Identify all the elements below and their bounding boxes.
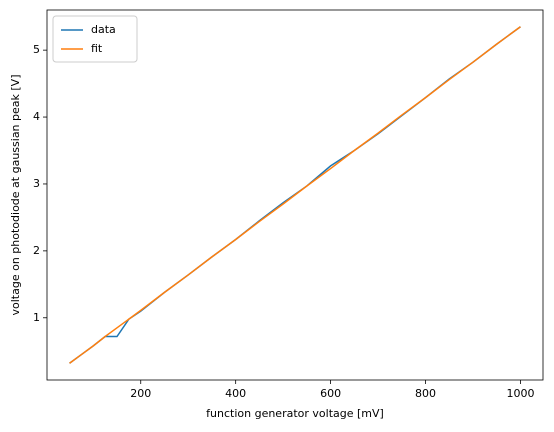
y-tick-label: 1 <box>33 311 40 324</box>
x-tick-label: 1000 <box>506 387 534 400</box>
legend-box <box>52 15 138 63</box>
data-line <box>69 26 521 364</box>
y-axis-label: voltage on photodiode at gaussian peak [… <box>9 75 22 316</box>
y-tick-label: 5 <box>33 43 40 56</box>
legend-label: data <box>91 23 116 36</box>
x-tick-label: 600 <box>320 387 341 400</box>
y-tick-label: 4 <box>33 110 40 123</box>
axes-frame <box>46 9 544 381</box>
x-axis-label: function generator voltage [mV] <box>206 407 384 420</box>
x-tick-label: 200 <box>130 387 151 400</box>
y-tick-label: 2 <box>33 244 40 257</box>
x-tick-label: 400 <box>225 387 246 400</box>
x-tick-label: 800 <box>415 387 436 400</box>
y-tick-label: 3 <box>33 177 40 190</box>
legend-label: fit <box>91 42 103 55</box>
